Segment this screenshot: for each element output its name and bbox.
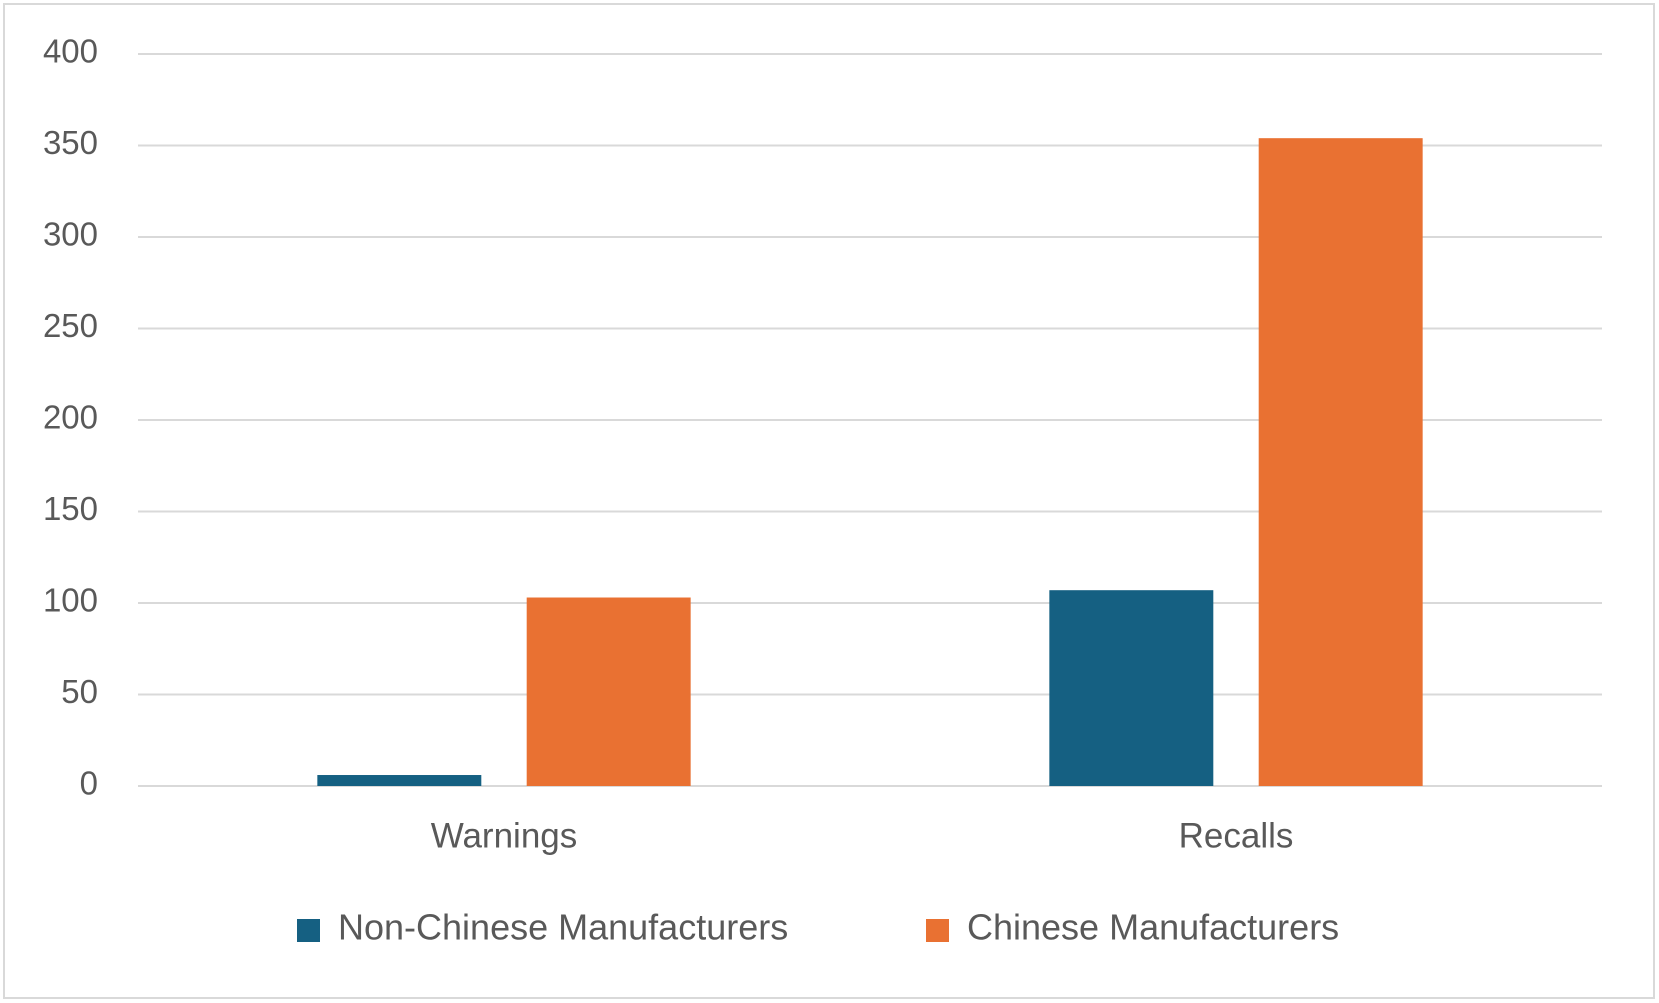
bar xyxy=(1258,138,1423,786)
y-tick-label: 250 xyxy=(43,307,98,344)
legend-swatch xyxy=(297,919,320,942)
y-tick-label: 150 xyxy=(43,490,98,527)
bar xyxy=(317,775,482,786)
legend-swatch xyxy=(926,919,949,942)
y-tick-label: 0 xyxy=(80,765,98,802)
legend-label: Non-Chinese Manufacturers xyxy=(338,907,788,948)
x-tick-label: Recalls xyxy=(1179,816,1294,855)
y-tick-label: 400 xyxy=(43,33,98,70)
legend-label: Chinese Manufacturers xyxy=(967,907,1339,948)
bar xyxy=(1049,590,1214,786)
y-tick-label: 300 xyxy=(43,216,98,253)
y-tick-label: 200 xyxy=(43,399,98,436)
y-tick-label: 350 xyxy=(43,124,98,161)
bar xyxy=(526,597,691,786)
y-tick-label: 100 xyxy=(43,582,98,619)
y-tick-label: 50 xyxy=(61,673,98,710)
x-tick-label: Warnings xyxy=(431,816,578,855)
